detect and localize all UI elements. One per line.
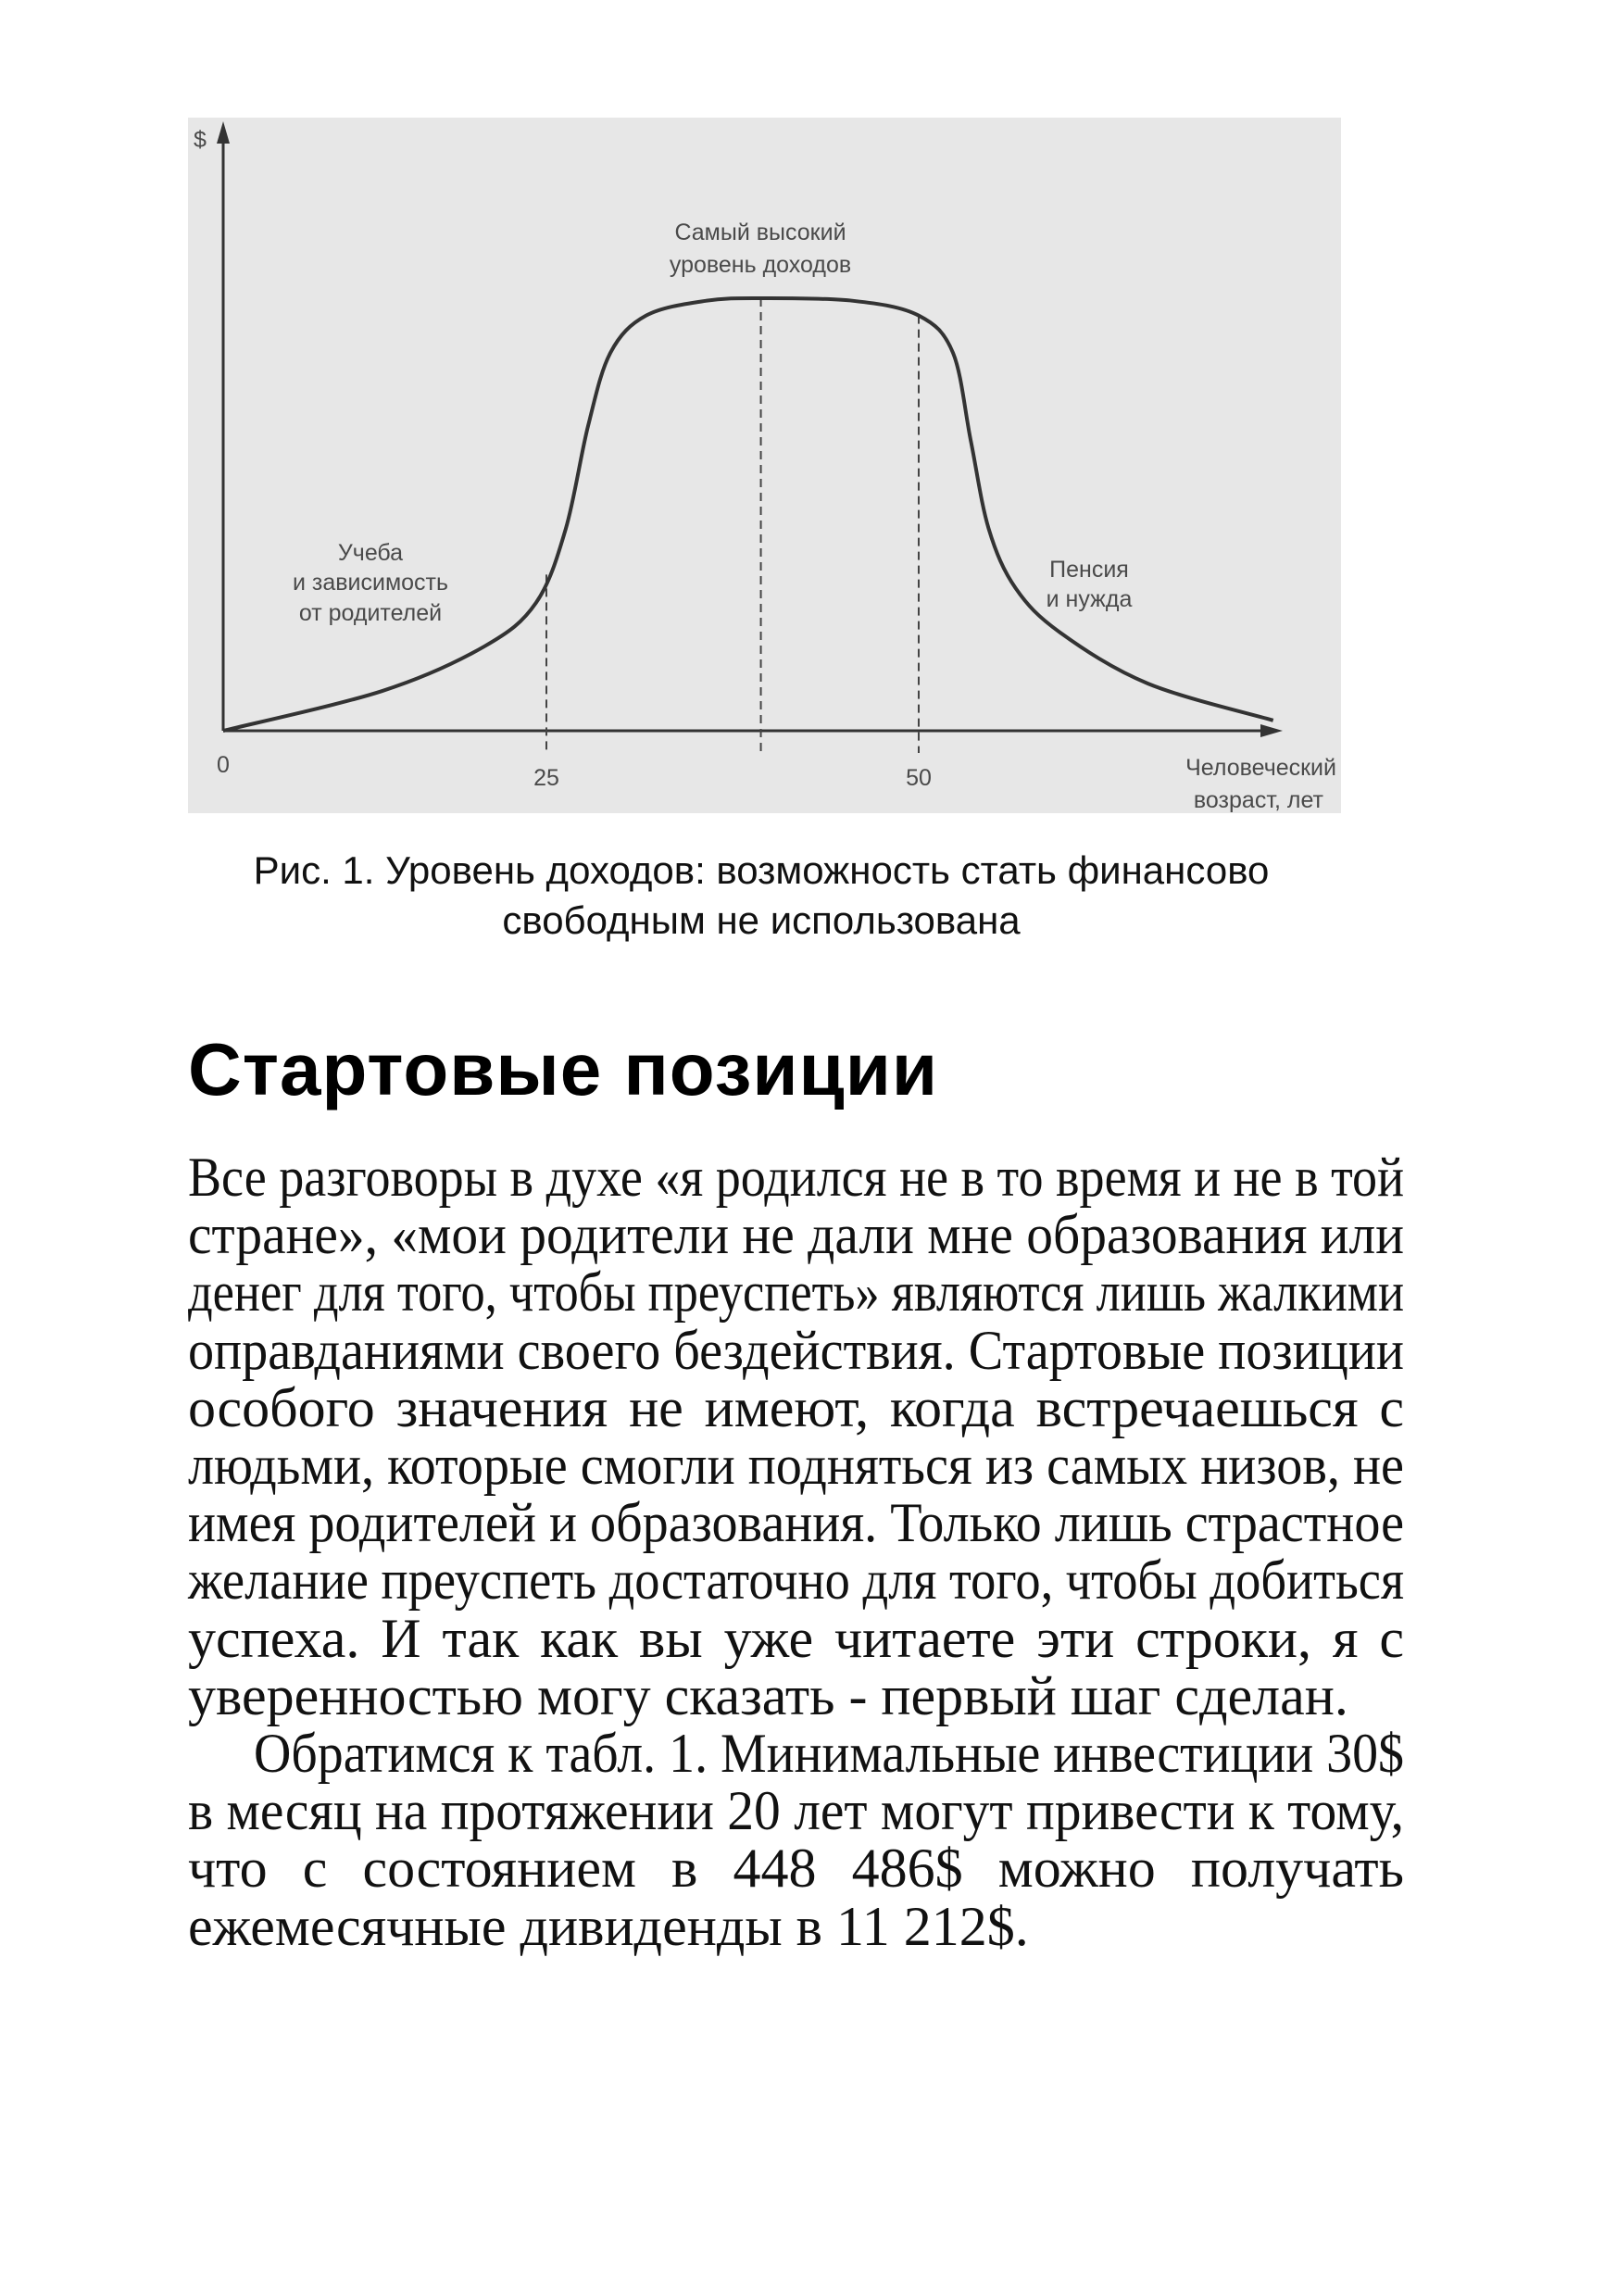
body-line: денег для того, чтобы преуспеть» являютс… <box>188 1263 1404 1321</box>
caption-line-1: Рис. 1. Уровень доходов: возможность ста… <box>253 848 1270 892</box>
body-line-text: Все разговоры в духе «я родился не в то … <box>188 1147 1404 1208</box>
body-line-text: уверенностью могу сказать - первый шаг с… <box>188 1664 1348 1726</box>
body-line-text: ежемесячные дивиденды в 11 212$. <box>188 1895 1029 1957</box>
body-line-text: денег для того, чтобы преуспеть» являютс… <box>188 1261 1404 1324</box>
body-line-text: желание преуспеть достаточно для того, ч… <box>188 1549 1404 1612</box>
body-line: Обратимся к табл. 1. Минимальные инвести… <box>188 1725 1404 1782</box>
study-label-line3: от родителей <box>299 600 442 626</box>
retirement-label-line1: Пенсия <box>1049 557 1129 583</box>
retirement-label-line2: и нужда <box>1047 586 1133 612</box>
income-curve-chart: $ 0 25 50 Человеческий возраст, лет Самы… <box>194 121 1336 813</box>
y-axis-arrow-icon <box>217 121 230 144</box>
income-curve-line <box>222 295 1274 733</box>
figure-caption: Рис. 1. Уровень доходов: возможность ста… <box>206 846 1317 946</box>
body-line: успеха. И так как вы уже читаете эти стр… <box>188 1610 1404 1667</box>
body-line: имея родителей и образования. Только лиш… <box>188 1494 1404 1551</box>
body-line: особого значения не имеют, когда встреча… <box>188 1379 1404 1437</box>
body-line-text: особого значения не имеют, когда встреча… <box>188 1376 1404 1438</box>
body-line: ежемесячные дивиденды в 11 212$. <box>188 1898 1404 1955</box>
body-line-text: людьми, которые смогли подняться из самы… <box>188 1435 1404 1497</box>
body-line: что с состоянием в 448 486$ можно получа… <box>188 1839 1404 1897</box>
caption-line-2: свободным не использована <box>502 898 1021 942</box>
income-chart-figure: $ 0 25 50 Человеческий возраст, лет Самы… <box>188 118 1341 813</box>
y-axis-label: $ <box>194 127 207 153</box>
x-axis-arrow-icon <box>1260 724 1283 737</box>
body-line: людьми, которые смогли подняться из самы… <box>188 1437 1404 1494</box>
body-line: оправданиями своего бездействия. Стартов… <box>188 1322 1404 1379</box>
body-line-text: стране», «мои родители не дали мне образ… <box>188 1204 1404 1266</box>
body-line-text: успеха. И так как вы уже читаете эти стр… <box>188 1607 1404 1669</box>
peak-label-line1: Самый высокий <box>674 220 846 245</box>
body-text: Все разговоры в духе «я родился не в то … <box>188 1148 1404 1955</box>
body-line: Все разговоры в духе «я родился не в то … <box>188 1148 1404 1206</box>
x-tick-50: 50 <box>906 765 932 791</box>
x-tick-25: 25 <box>533 765 559 791</box>
study-label-line2: и зависимость <box>293 570 448 596</box>
body-line-text: Обратимся к табл. 1. Минимальные инвести… <box>253 1723 1404 1785</box>
peak-label-line2: уровень доходов <box>670 252 851 278</box>
body-line-text: что с состоянием в 448 486$ можно получа… <box>188 1838 1404 1900</box>
study-label-line1: Учеба <box>338 540 403 566</box>
body-line-text: оправданиями своего бездействия. Стартов… <box>188 1319 1404 1381</box>
x-axis-label-line2: возраст, лет <box>1194 787 1324 813</box>
x-tick-0: 0 <box>217 752 230 778</box>
body-line: стране», «мои родители не дали мне образ… <box>188 1206 1404 1263</box>
section-heading: Стартовые позиции <box>188 1028 939 1110</box>
body-line-text: в месяц на протяжении 20 лет могут приве… <box>188 1780 1404 1842</box>
body-line: уверенностью могу сказать - первый шаг с… <box>188 1667 1404 1725</box>
body-line-text: имея родителей и образования. Только лиш… <box>188 1492 1404 1554</box>
x-axis-label-line1: Человеческий <box>1185 755 1336 781</box>
body-line: желание преуспеть достаточно для того, ч… <box>188 1551 1404 1609</box>
body-line: в месяц на протяжении 20 лет могут приве… <box>188 1782 1404 1839</box>
